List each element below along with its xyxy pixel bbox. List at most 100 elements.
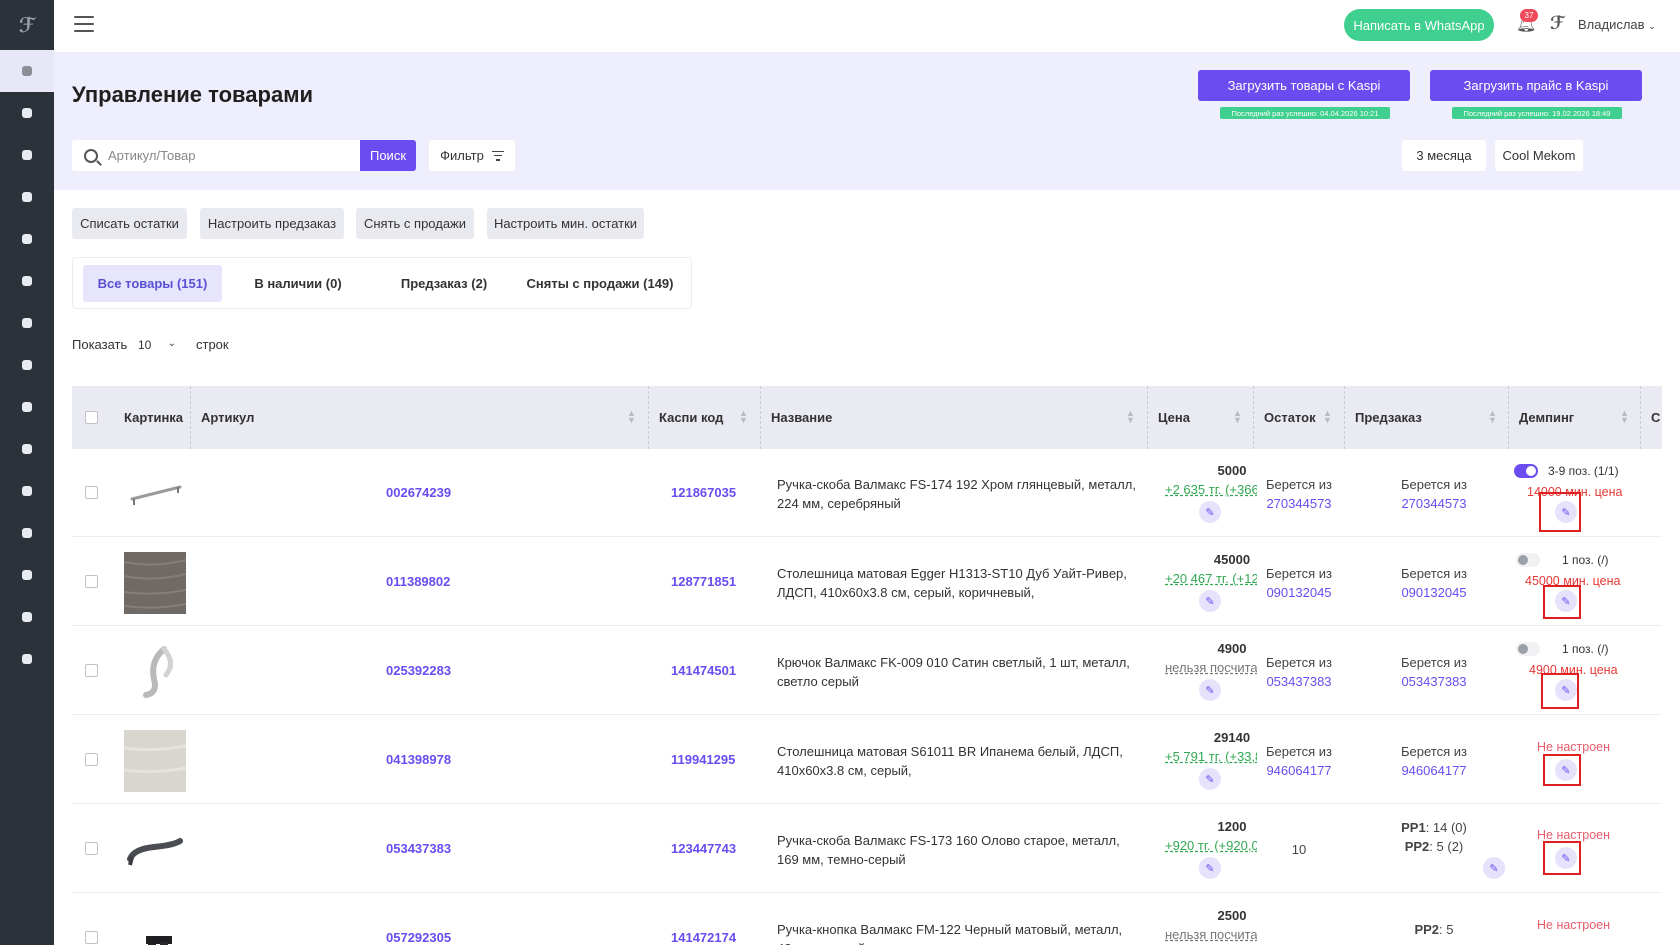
period-select[interactable]: 3 месяца xyxy=(1402,140,1486,171)
kaspi-code-link[interactable]: 119941295 xyxy=(671,752,736,767)
sidebar-item-whatsapp[interactable] xyxy=(0,428,54,470)
edit-price-button[interactable]: ✎ xyxy=(1199,768,1221,790)
sort-icon[interactable]: ▲ ▼ xyxy=(627,408,636,425)
column-header-dumping[interactable]: Демпинг xyxy=(1519,410,1575,425)
stock-source-link[interactable]: 053437383 xyxy=(1266,674,1332,689)
column-header-kaspi-code[interactable]: Каспи код xyxy=(659,410,724,425)
sidebar-item-settings-alt[interactable] xyxy=(0,554,54,596)
kaspi-code-link[interactable]: 141472174 xyxy=(671,930,737,945)
edit-price-button[interactable]: ✎ xyxy=(1199,501,1221,523)
tab-in-stock[interactable]: В наличии (0) xyxy=(254,276,342,291)
sort-icon[interactable]: ▲ ▼ xyxy=(739,408,748,425)
dumping-positions: 3-9 поз. (1/1) xyxy=(1548,464,1619,478)
tab-all-products[interactable]: Все товары (151) xyxy=(83,265,222,302)
sidebar-item-analytics[interactable] xyxy=(0,176,54,218)
sort-icon[interactable]: ▲ ▼ xyxy=(1233,408,1242,425)
edit-preorder-button[interactable]: ✎ xyxy=(1483,857,1505,879)
article-link[interactable]: 025392283 xyxy=(386,663,452,678)
search-input[interactable] xyxy=(108,148,348,163)
sidebar-item-reports[interactable] xyxy=(0,344,54,386)
kaspi-code-link[interactable]: 141474501 xyxy=(671,663,737,678)
whatsapp-button[interactable]: Написать в WhatsApp xyxy=(1344,9,1494,41)
preorder-source-link[interactable]: 053437383 xyxy=(1401,674,1467,689)
edit-price-button[interactable]: ✎ xyxy=(1199,679,1221,701)
kaspi-code-link[interactable]: 128771851 xyxy=(671,574,737,589)
dumping-toggle[interactable] xyxy=(1516,642,1540,656)
column-header-price[interactable]: Цена xyxy=(1158,410,1190,425)
article-link[interactable]: 002674239 xyxy=(386,485,452,500)
sidebar-item-transfers[interactable] xyxy=(0,302,54,344)
page-size-select[interactable]: 10 ⌄ xyxy=(132,333,184,357)
sidebar-item-warehouse[interactable] xyxy=(0,260,54,302)
edit-icon: ✎ xyxy=(1205,862,1215,875)
stock-source-link[interactable]: 946064177 xyxy=(1266,763,1332,778)
select-all-checkbox[interactable] xyxy=(85,411,98,424)
column-header-stock[interactable]: Остаток xyxy=(1264,410,1316,425)
sort-icon[interactable]: ▲ ▼ xyxy=(1323,408,1332,425)
store-select[interactable]: Cool Mekom xyxy=(1495,140,1583,171)
sidebar-item-home[interactable] xyxy=(0,92,54,134)
sort-icon[interactable]: ▲ ▼ xyxy=(1488,408,1497,425)
column-header-preorder[interactable]: Предзаказ xyxy=(1355,410,1422,425)
sidebar-item-products[interactable] xyxy=(0,50,54,92)
sidebar-item-profile[interactable] xyxy=(0,470,54,512)
price-value: 4900 xyxy=(1217,641,1247,656)
edit-icon: ✎ xyxy=(1205,506,1215,519)
stock-cell: Берется из 053437383 xyxy=(1254,653,1344,691)
sidebar-item-packages[interactable] xyxy=(0,596,54,638)
row-checkbox[interactable] xyxy=(85,931,98,944)
tab-removed-from-sale[interactable]: Сняты с продажи (149) xyxy=(526,276,674,291)
edit-price-button[interactable]: ✎ xyxy=(1199,857,1221,879)
filter-button[interactable]: Фильтр xyxy=(429,140,515,171)
preorder-cell: PP2: 5 xyxy=(1364,920,1504,939)
configure-min-stock-button[interactable]: Настроить мин. остатки xyxy=(487,208,644,239)
user-avatar-icon[interactable]: ℱ xyxy=(1550,13,1565,33)
row-checkbox[interactable] xyxy=(85,575,98,588)
sidebar-item-trends[interactable] xyxy=(0,218,54,260)
preorder-source-link[interactable]: 090132045 xyxy=(1401,585,1467,600)
sidebar-item-help[interactable] xyxy=(0,512,54,554)
upload-goods-kaspi-button[interactable]: Загрузить товары с Kaspi xyxy=(1198,70,1410,101)
article-link[interactable]: 053437383 xyxy=(386,841,452,856)
kaspi-code-link[interactable]: 121867035 xyxy=(671,485,737,500)
menu-icon[interactable] xyxy=(74,16,94,32)
column-header-name[interactable]: Название xyxy=(771,410,833,425)
row-checkbox[interactable] xyxy=(85,842,98,855)
sort-icon[interactable]: ▲ ▼ xyxy=(1126,408,1135,425)
dumping-toggle[interactable] xyxy=(1516,553,1540,567)
remove-from-sale-button[interactable]: Снять с продажи xyxy=(356,208,474,239)
sort-icon[interactable]: ▲ ▼ xyxy=(1620,408,1629,425)
edit-dumping-button[interactable]: ✎ xyxy=(1555,679,1577,701)
article-link[interactable]: 057292305 xyxy=(386,930,452,945)
stock-source-link[interactable]: 270344573 xyxy=(1266,496,1332,511)
edit-dumping-button[interactable]: ✎ xyxy=(1555,501,1577,523)
stock-source-link[interactable]: 090132045 xyxy=(1266,585,1332,600)
kaspi-code-link[interactable]: 123447743 xyxy=(671,841,737,856)
row-checkbox[interactable] xyxy=(85,664,98,677)
row-checkbox[interactable] xyxy=(85,753,98,766)
preorder-cell: Берется из 946064177 xyxy=(1364,742,1504,780)
edit-dumping-button[interactable]: ✎ xyxy=(1555,847,1577,869)
tab-preorder[interactable]: Предзаказ (2) xyxy=(400,276,488,291)
write-off-stock-button[interactable]: Списать остатки xyxy=(72,208,187,239)
preorder-source-link[interactable]: 946064177 xyxy=(1401,763,1467,778)
upload-price-kaspi-button[interactable]: Загрузить прайс в Kaspi xyxy=(1430,70,1642,101)
article-link[interactable]: 041398978 xyxy=(386,752,452,767)
user-menu[interactable]: Владислав ⌄ xyxy=(1578,17,1656,32)
row-checkbox[interactable] xyxy=(85,486,98,499)
dumping-toggle[interactable] xyxy=(1514,464,1538,478)
article-link[interactable]: 011389802 xyxy=(386,574,451,589)
configure-preorder-button[interactable]: Настроить предзаказ xyxy=(200,208,344,239)
preorder-source-link[interactable]: 270344573 xyxy=(1401,496,1467,511)
price-value: 45000 xyxy=(1213,552,1251,567)
search-button[interactable]: Поиск xyxy=(360,140,416,171)
product-name: Ручка-кнопка Валмакс FM-122 Черный матов… xyxy=(777,922,1123,945)
sidebar-item-orders[interactable] xyxy=(0,134,54,176)
sidebar-item-notifications[interactable] xyxy=(0,386,54,428)
sidebar-item-settings[interactable] xyxy=(0,638,54,680)
edit-price-button[interactable]: ✎ xyxy=(1199,590,1221,612)
app-logo-icon[interactable]: ℱ xyxy=(18,14,36,37)
edit-dumping-button[interactable]: ✎ xyxy=(1555,590,1577,612)
column-header-article[interactable]: Артикул xyxy=(201,410,255,425)
edit-dumping-button[interactable]: ✎ xyxy=(1555,759,1577,781)
